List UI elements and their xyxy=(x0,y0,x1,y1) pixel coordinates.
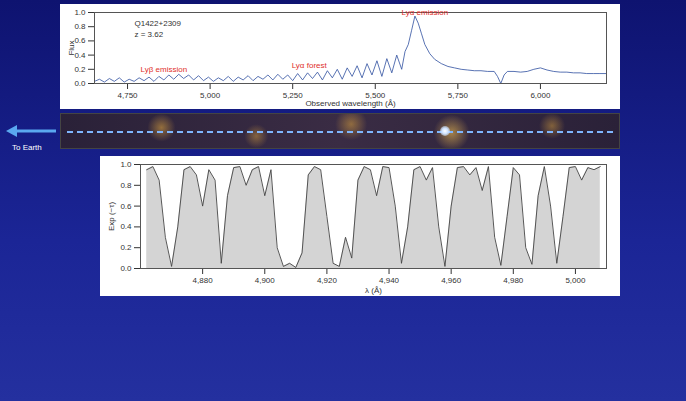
svg-text:Lyα forest: Lyα forest xyxy=(292,61,328,70)
svg-text:4,980: 4,980 xyxy=(503,276,524,285)
svg-text:0.4: 0.4 xyxy=(120,222,132,231)
svg-text:5,000: 5,000 xyxy=(200,91,221,100)
svg-text:λ (Å): λ (Å) xyxy=(365,286,382,295)
svg-text:4,920: 4,920 xyxy=(317,276,338,285)
svg-text:0.6: 0.6 xyxy=(74,36,86,46)
svg-text:5,000: 5,000 xyxy=(565,276,586,285)
svg-text:Flux: Flux xyxy=(67,40,76,55)
svg-text:1.0: 1.0 xyxy=(74,8,86,17)
svg-text:5,750: 5,750 xyxy=(448,91,469,100)
svg-text:1.0: 1.0 xyxy=(120,160,132,169)
svg-text:Exp (−τ): Exp (−τ) xyxy=(107,202,116,232)
svg-text:0.0: 0.0 xyxy=(74,79,86,88)
svg-text:0.8: 0.8 xyxy=(74,22,86,31)
svg-text:4,900: 4,900 xyxy=(255,276,276,285)
svg-text:4,880: 4,880 xyxy=(193,276,214,285)
svg-text:0.0: 0.0 xyxy=(120,264,132,273)
svg-text:4,750: 4,750 xyxy=(118,91,139,100)
svg-text:Observed wavelength (Å): Observed wavelength (Å) xyxy=(305,99,396,108)
svg-text:5,250: 5,250 xyxy=(283,91,304,100)
svg-text:0.2: 0.2 xyxy=(120,243,132,252)
svg-text:0.4: 0.4 xyxy=(74,50,86,60)
svg-text:Lyα emission: Lyα emission xyxy=(402,8,449,17)
svg-text:5,500: 5,500 xyxy=(365,91,386,101)
svg-text:4,960: 4,960 xyxy=(441,276,462,285)
svg-text:Q1422+2309: Q1422+2309 xyxy=(135,19,182,28)
svg-text:z = 3.62: z = 3.62 xyxy=(135,30,164,39)
svg-text:0.8: 0.8 xyxy=(120,181,132,190)
svg-text:Lyβ emission: Lyβ emission xyxy=(141,65,188,74)
svg-text:4,940: 4,940 xyxy=(379,276,400,285)
svg-text:0.2: 0.2 xyxy=(74,65,86,74)
svg-text:0.6: 0.6 xyxy=(120,202,132,211)
svg-text:6,000: 6,000 xyxy=(530,91,551,100)
svg-text:To Earth: To Earth xyxy=(12,143,42,152)
